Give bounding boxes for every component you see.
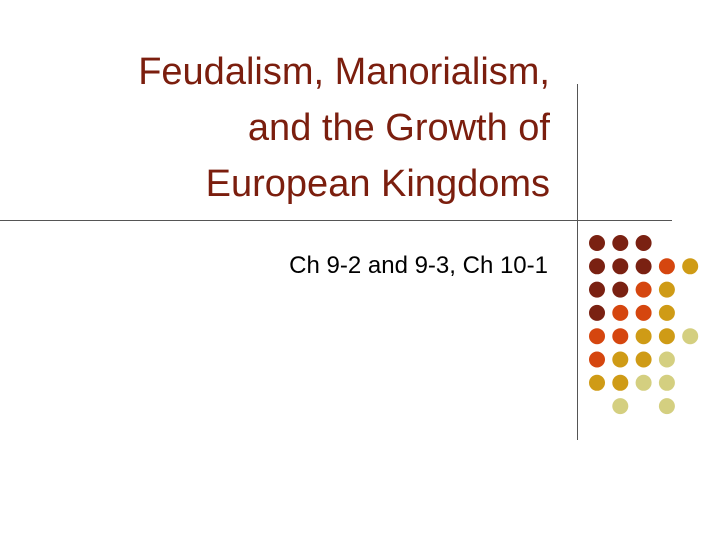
decorative-dot xyxy=(682,258,699,275)
decorative-dot xyxy=(658,374,675,391)
decorative-dot xyxy=(635,304,652,321)
decorative-dot xyxy=(589,328,605,345)
vertical-divider xyxy=(577,84,578,440)
horizontal-divider xyxy=(0,220,672,221)
slide-subtitle: Ch 9-2 and 9-3, Ch 10-1 xyxy=(289,252,548,279)
decorative-dot xyxy=(612,304,629,321)
title-line-3: European Kingdoms xyxy=(205,163,550,205)
decorative-dot xyxy=(682,328,699,345)
decorative-dot xyxy=(658,258,675,275)
decorative-dot xyxy=(658,281,675,298)
decorative-dot xyxy=(658,351,675,368)
decorative-dot xyxy=(589,351,605,368)
decorative-dot xyxy=(612,281,629,298)
decorative-dot xyxy=(612,258,629,275)
decorative-dot xyxy=(612,398,629,415)
decorative-dot xyxy=(612,374,629,391)
decorative-dot xyxy=(635,351,652,368)
decorative-dot xyxy=(635,374,652,391)
decorative-dot xyxy=(589,374,605,391)
decorative-dot xyxy=(612,351,629,368)
decorative-dot xyxy=(589,258,605,275)
decorative-dot xyxy=(658,398,675,415)
decorative-dot xyxy=(612,235,629,251)
decorative-dot xyxy=(635,235,652,251)
decorative-dot xyxy=(589,235,605,251)
decorative-dot xyxy=(635,328,652,345)
decorative-dot xyxy=(589,304,605,321)
decorative-dot xyxy=(635,258,652,275)
decorative-dot xyxy=(589,281,605,298)
title-line-2: and the Growth of xyxy=(247,107,550,149)
decorative-dot xyxy=(658,328,675,345)
slide-title: Feudalism, Manorialism, and the Growth o… xyxy=(20,44,550,212)
title-line-1: Feudalism, Manorialism, xyxy=(138,51,550,93)
decorative-dot xyxy=(612,328,629,345)
decorative-dot xyxy=(635,281,652,298)
decorative-dot xyxy=(658,304,675,321)
